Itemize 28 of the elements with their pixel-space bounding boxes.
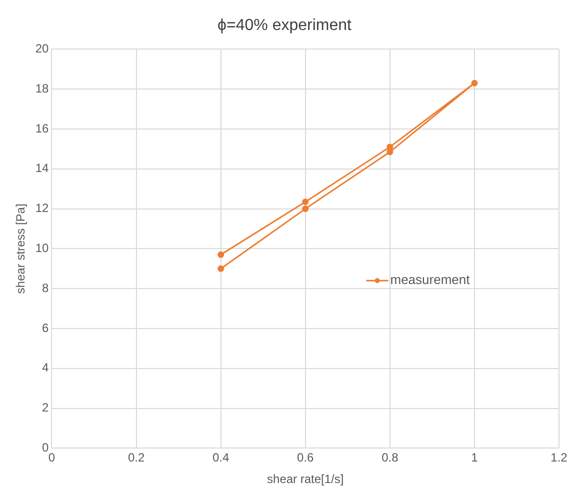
y-tick-label: 6 <box>42 320 50 335</box>
y-tick-label: 12 <box>35 201 50 216</box>
point <box>386 144 394 150</box>
chart-title: ϕ=40% experiment <box>218 17 352 34</box>
x-tick-label: 0.4 <box>212 450 230 465</box>
point <box>386 148 394 156</box>
y-axis-title: shear stress [Pa] <box>14 204 28 294</box>
y-tick-label: 16 <box>35 121 50 136</box>
y-tick-label: 2 <box>42 400 50 415</box>
y-tick-label: 14 <box>35 161 50 176</box>
point <box>471 80 478 86</box>
point <box>302 206 309 212</box>
x-tick-label: 0.8 <box>382 450 399 465</box>
point <box>218 251 224 258</box>
x-tick-label: 0.6 <box>297 450 314 465</box>
x-tick-label: 0.2 <box>128 450 145 465</box>
point <box>218 265 224 272</box>
y-tick-label: 4 <box>42 360 50 375</box>
y-tick-label: 20 <box>35 42 50 56</box>
y-tick-label: 10 <box>35 241 50 256</box>
point <box>302 198 309 206</box>
x-axis-title: shear rate[1/s] <box>267 472 344 486</box>
legend-label: measurement <box>390 272 470 288</box>
y-tick-label: 18 <box>35 81 50 96</box>
y-tick-label: 0 <box>42 440 50 455</box>
x-tick-label: 1.2 <box>550 450 568 465</box>
x-tick-label: 1 <box>471 450 478 465</box>
y-tick-label: 8 <box>42 280 50 295</box>
